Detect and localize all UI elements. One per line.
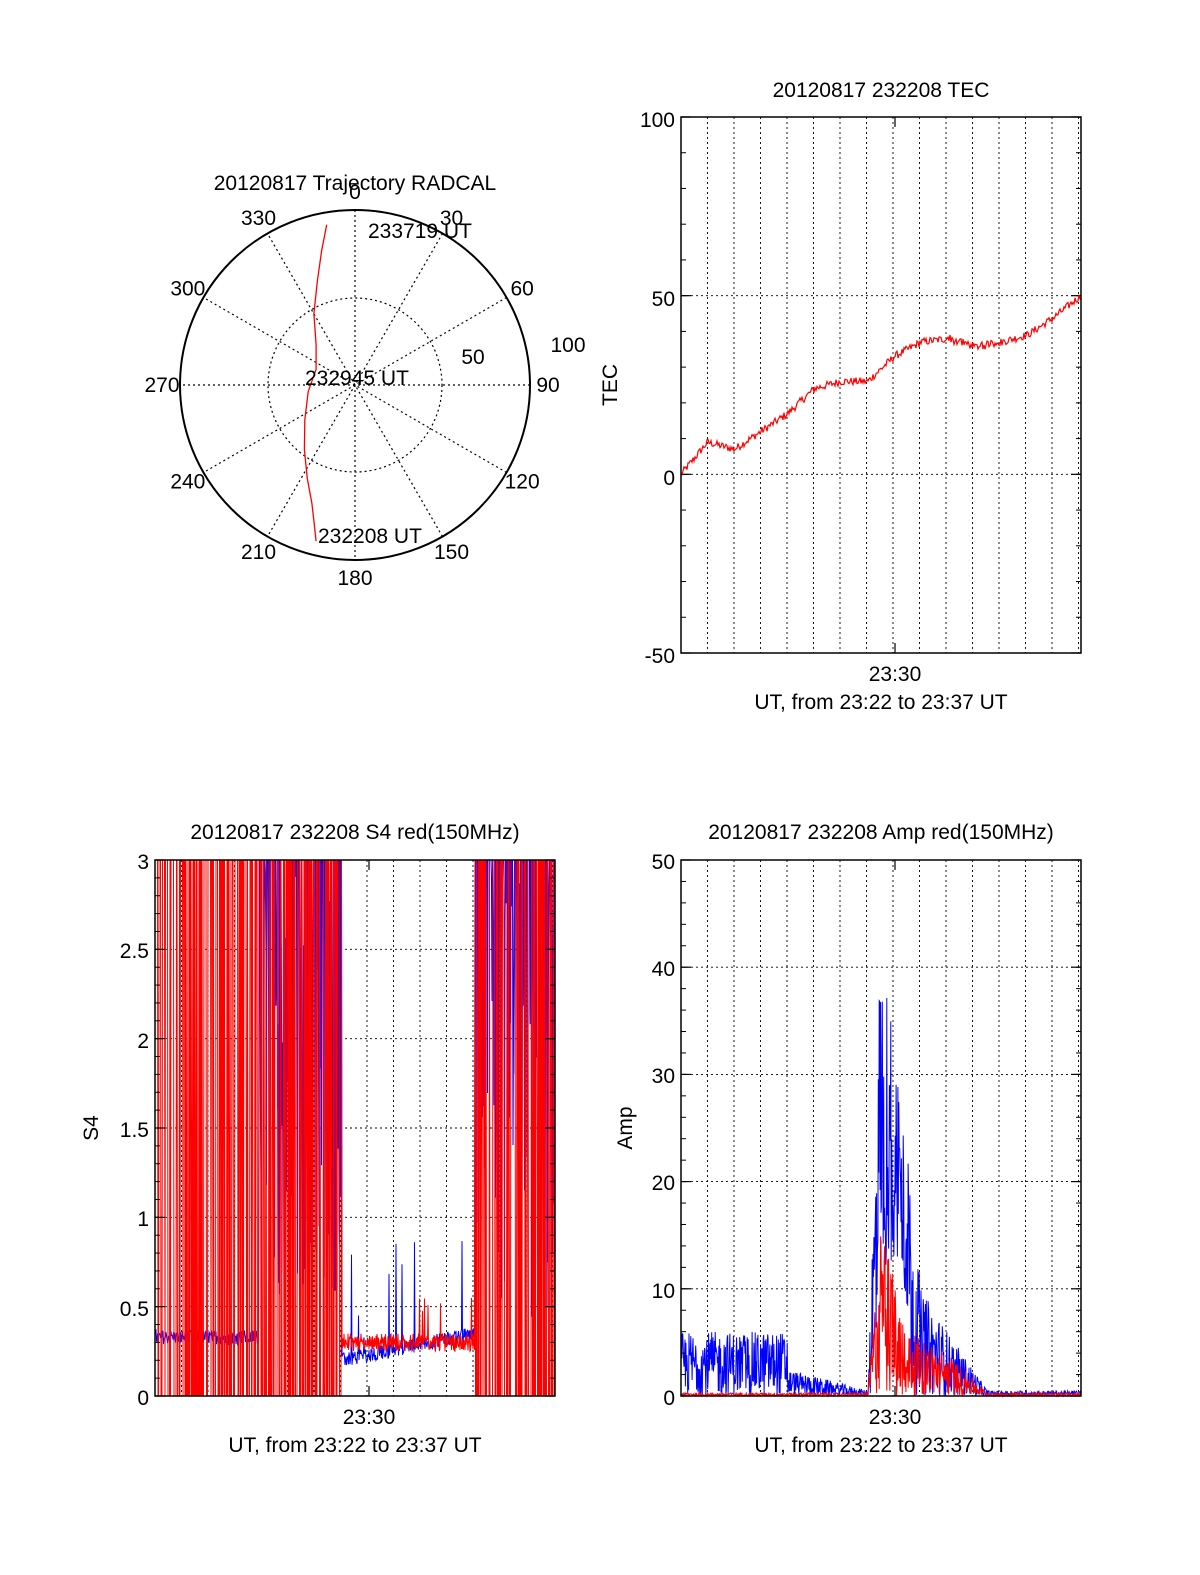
polar-azimuth-label: 270 [144, 374, 179, 397]
tec-xtick-label: 23:30 [869, 663, 922, 686]
tec-grid [681, 117, 1081, 653]
tec-panel: 20120817 232208 TEC 100 50 0 -50 TEC 23:… [599, 79, 1082, 714]
polar-panel: 20120817 Trajectory RADCAL 0 30 60 90 120 150… [144, 172, 585, 590]
s4-ticks [155, 859, 555, 1397]
tec-xlabel: UT, from 23:22 to 23:37 UT [754, 691, 1007, 714]
amp-xtick-label: 23:30 [869, 1406, 922, 1429]
polar-azimuth-label: 60 [510, 278, 533, 301]
tec-ticks [681, 116, 1081, 654]
amp-ytick-10: 10 [652, 1280, 675, 1303]
s4-ytick-3: 3 [137, 851, 149, 874]
tec-ytick-50: 50 [652, 288, 675, 311]
polar-annotation-start: 232208 UT [318, 525, 422, 548]
tec-plot-frame [680, 116, 1082, 654]
amp-ytick-50: 50 [652, 851, 675, 874]
polar-spoke [266, 233, 444, 537]
amp-panel: 20120817 232208 Amp red(150MHz) 50 40 30… [614, 821, 1082, 1457]
tec-series-line [680, 294, 1082, 477]
polar-azimuth-label: 330 [241, 207, 276, 230]
s4-xlabel: UT, from 23:22 to 23:37 UT [228, 1434, 481, 1457]
s4-ytick-2: 2 [137, 1030, 149, 1053]
polar-azimuth-label: 120 [505, 471, 540, 494]
polar-azimuth-label: 90 [536, 374, 559, 397]
polar-azimuth-label: 240 [170, 471, 205, 494]
polar-azimuth-label: 0 [349, 181, 361, 204]
amp-ytick-40: 40 [652, 958, 675, 981]
polar-azimuth-label: 30 [440, 207, 463, 230]
s4-ytick-2.5: 2.5 [120, 940, 149, 963]
polar-annotation-end: 233719 UT [368, 220, 472, 243]
amp-ytick-30: 30 [652, 1065, 675, 1088]
s4-title: 20120817 232208 S4 red(150MHz) [190, 821, 519, 844]
tec-ytick-0: 0 [663, 467, 675, 490]
amp-traces [680, 997, 1082, 1398]
s4-ytick-1.5: 1.5 [120, 1119, 149, 1142]
s4-panel: 20120817 232208 S4 red(150MHz) 3 2.5 2 1… [80, 821, 556, 1457]
amp-xlabel: UT, from 23:22 to 23:37 UT [754, 1434, 1007, 1457]
tec-ytick-100: 100 [640, 109, 675, 132]
polar-azimuth-label: 210 [241, 541, 276, 564]
polar-trajectory-line [303, 224, 328, 542]
tec-ytick-neg50: -50 [645, 645, 675, 668]
s4-ylabel: S4 [80, 1115, 103, 1141]
amp-ytick-20: 20 [652, 1172, 675, 1195]
s4-plot-frame [154, 859, 556, 1397]
tec-ylabel: TEC [599, 364, 622, 406]
s4-ytick-0: 0 [137, 1387, 149, 1410]
polar-azimuth-label: 180 [337, 567, 372, 590]
s4-xtick-label: 23:30 [343, 1406, 396, 1429]
polar-elev-label-100: 100 [550, 334, 585, 357]
polar-azimuth-labels: 0 30 60 90 120 150 180 210 240 270 300 330 [144, 181, 559, 590]
amp-title: 20120817 232208 Amp red(150MHz) [708, 821, 1054, 844]
polar-azimuth-label: 300 [170, 278, 205, 301]
polar-azimuth-label: 150 [434, 541, 469, 564]
amp-plot-frame [680, 859, 1082, 1397]
s4-ytick-0.5: 0.5 [120, 1298, 149, 1321]
polar-title: 20120817 Trajectory RADCAL [214, 172, 497, 195]
polar-elev-label-50: 50 [461, 346, 484, 369]
amp-blue-trace [680, 997, 1082, 1398]
polar-annotation-mid: 232945 UT [305, 367, 409, 390]
s4-ytick-1: 1 [137, 1208, 149, 1231]
tec-title: 20120817 232208 TEC [773, 79, 990, 102]
amp-ylabel: Amp [614, 1106, 637, 1149]
amp-ytick-0: 0 [663, 1387, 675, 1410]
polar-spokes [180, 210, 530, 560]
